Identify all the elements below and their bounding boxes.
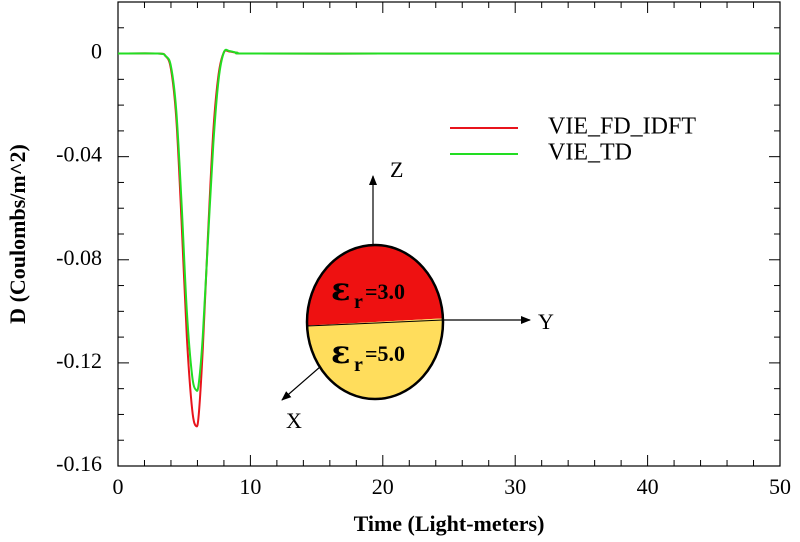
series-line-vie-fd-idft: [117, 49, 780, 428]
x-tick-label: 20: [372, 474, 394, 499]
axis-ticks: [117, 1, 781, 467]
legend: VIE_FD_IDFT VIE_TD: [450, 114, 696, 166]
x-tick-label: 30: [504, 474, 526, 499]
inset-x-label: X: [286, 408, 302, 433]
legend-label-vie-fd-idft: VIE_FD_IDFT: [548, 114, 696, 140]
y-tick-label: -0.16: [56, 451, 102, 476]
sphere-outline: [305, 243, 445, 401]
lower-eps-subscript: r: [354, 354, 363, 376]
y-tick-label: -0.04: [56, 142, 102, 167]
lower-eps-symbol: ε: [331, 333, 350, 371]
sphere-upper-region: [307, 245, 443, 326]
upper-eps-symbol: ε: [331, 270, 350, 308]
tick-labels: 0 10 20 30 40 50 0 -0.04 -0.08 -0.12 -0.16: [56, 39, 791, 499]
series-line-vie-td: [117, 48, 780, 392]
plot-area: [117, 1, 781, 467]
upper-eps-value: =3.0: [365, 279, 405, 304]
x-tick-label: 40: [637, 474, 659, 499]
sphere-lower-region: [307, 318, 443, 399]
inset-y-label: Y: [538, 309, 554, 334]
upper-eps-subscript: r: [354, 291, 363, 313]
legend-label-vie-td: VIE_TD: [548, 140, 632, 166]
inset-diagram: Z Y X ε r =3.0 ε r =5.0: [281, 157, 554, 433]
y-tick-label: 0: [91, 39, 102, 64]
x-axis-title: Time (Light-meters): [354, 511, 545, 536]
x-tick-label: 0: [113, 474, 124, 499]
y-tick-label: -0.08: [56, 245, 102, 270]
x-tick-label: 50: [769, 474, 791, 499]
sphere-interface-line: [306, 319, 444, 327]
x-tick-label: 10: [239, 474, 261, 499]
lower-eps-value: =5.0: [365, 341, 405, 366]
series-layer: [117, 48, 780, 428]
inset-z-label: Z: [390, 157, 403, 182]
y-tick-label: -0.12: [56, 348, 102, 373]
y-axis-title: D (Coulombs/m^2): [5, 144, 30, 324]
